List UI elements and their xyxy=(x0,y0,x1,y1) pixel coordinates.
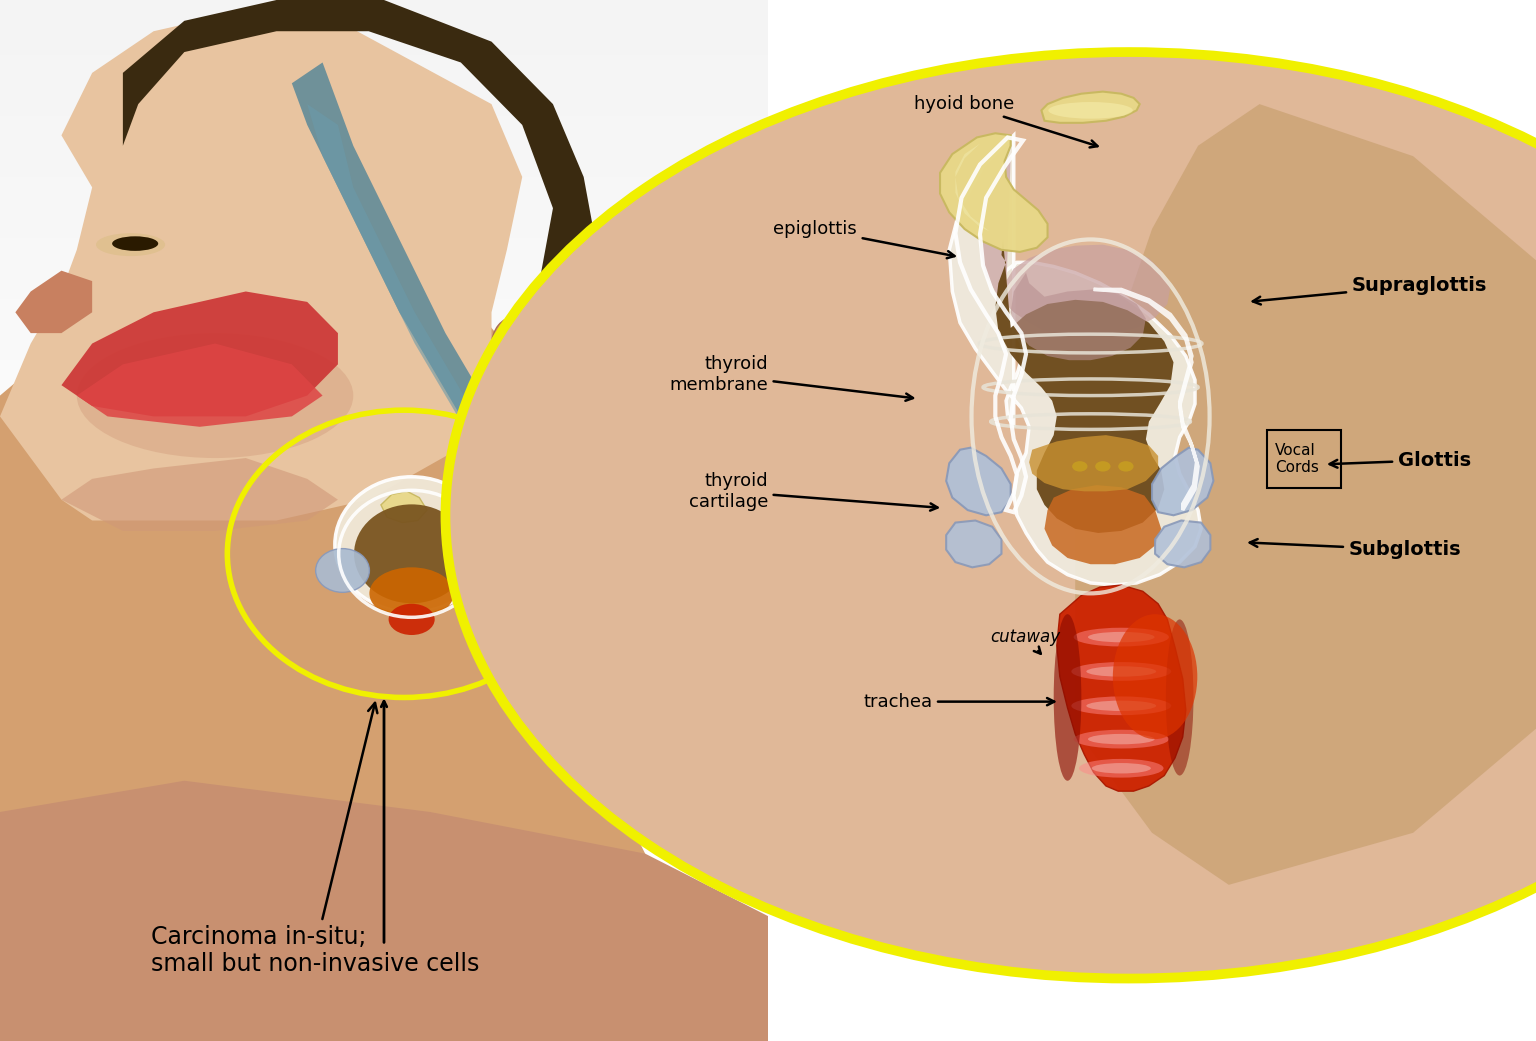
Ellipse shape xyxy=(455,549,507,592)
Ellipse shape xyxy=(1112,614,1198,739)
Polygon shape xyxy=(1075,104,1536,885)
Ellipse shape xyxy=(1118,461,1134,472)
Polygon shape xyxy=(1155,520,1210,567)
Text: thyroid
membrane: thyroid membrane xyxy=(670,355,912,401)
Ellipse shape xyxy=(369,567,455,619)
Ellipse shape xyxy=(1072,461,1087,472)
Ellipse shape xyxy=(1087,734,1155,744)
Ellipse shape xyxy=(1074,628,1169,646)
Ellipse shape xyxy=(1092,763,1150,773)
Polygon shape xyxy=(946,520,1001,567)
Circle shape xyxy=(445,52,1536,979)
Text: cutaway: cutaway xyxy=(991,628,1061,654)
Polygon shape xyxy=(949,135,1201,585)
Ellipse shape xyxy=(1074,730,1169,748)
Ellipse shape xyxy=(95,233,166,256)
Text: thyroid
cartilage: thyroid cartilage xyxy=(688,472,937,511)
Polygon shape xyxy=(0,781,768,1041)
Polygon shape xyxy=(980,156,1170,335)
Text: trachea: trachea xyxy=(863,692,1054,711)
Polygon shape xyxy=(1011,273,1146,360)
Text: epiglottis: epiglottis xyxy=(773,220,954,258)
Polygon shape xyxy=(307,104,507,448)
Polygon shape xyxy=(955,144,989,231)
Polygon shape xyxy=(61,458,338,531)
Ellipse shape xyxy=(1086,701,1157,711)
Polygon shape xyxy=(492,364,645,677)
Ellipse shape xyxy=(353,504,470,603)
Polygon shape xyxy=(61,291,338,416)
Polygon shape xyxy=(77,344,323,427)
Ellipse shape xyxy=(335,477,488,612)
Ellipse shape xyxy=(492,316,538,375)
Ellipse shape xyxy=(1087,632,1155,642)
Polygon shape xyxy=(995,239,1174,533)
Polygon shape xyxy=(15,271,92,333)
Polygon shape xyxy=(946,448,1011,515)
Ellipse shape xyxy=(316,549,369,592)
Ellipse shape xyxy=(1095,461,1111,472)
Polygon shape xyxy=(0,187,691,1041)
Polygon shape xyxy=(1057,585,1186,791)
Text: hyoid bone: hyoid bone xyxy=(914,95,1098,148)
Polygon shape xyxy=(381,491,427,523)
Ellipse shape xyxy=(1048,102,1132,119)
Ellipse shape xyxy=(1071,662,1170,681)
Ellipse shape xyxy=(1078,759,1164,778)
Polygon shape xyxy=(1152,448,1213,515)
Polygon shape xyxy=(1044,485,1161,564)
Ellipse shape xyxy=(1166,619,1193,776)
Polygon shape xyxy=(940,133,1048,252)
Polygon shape xyxy=(0,10,522,520)
Ellipse shape xyxy=(77,333,353,458)
Text: Carcinoma in-situ;
small but non-invasive cells: Carcinoma in-situ; small but non-invasiv… xyxy=(151,703,479,976)
Ellipse shape xyxy=(1071,696,1170,715)
Text: Glottis: Glottis xyxy=(1330,451,1471,469)
Ellipse shape xyxy=(1086,666,1157,677)
Ellipse shape xyxy=(389,604,435,635)
Polygon shape xyxy=(1029,435,1158,491)
Ellipse shape xyxy=(1054,614,1081,781)
Ellipse shape xyxy=(112,236,158,251)
Text: Supraglottis: Supraglottis xyxy=(1253,276,1487,304)
Polygon shape xyxy=(1041,92,1140,123)
Polygon shape xyxy=(292,62,584,520)
Polygon shape xyxy=(123,0,599,396)
Text: Vocal
Cords: Vocal Cords xyxy=(1275,442,1319,476)
Text: Subglottis: Subglottis xyxy=(1250,539,1461,559)
